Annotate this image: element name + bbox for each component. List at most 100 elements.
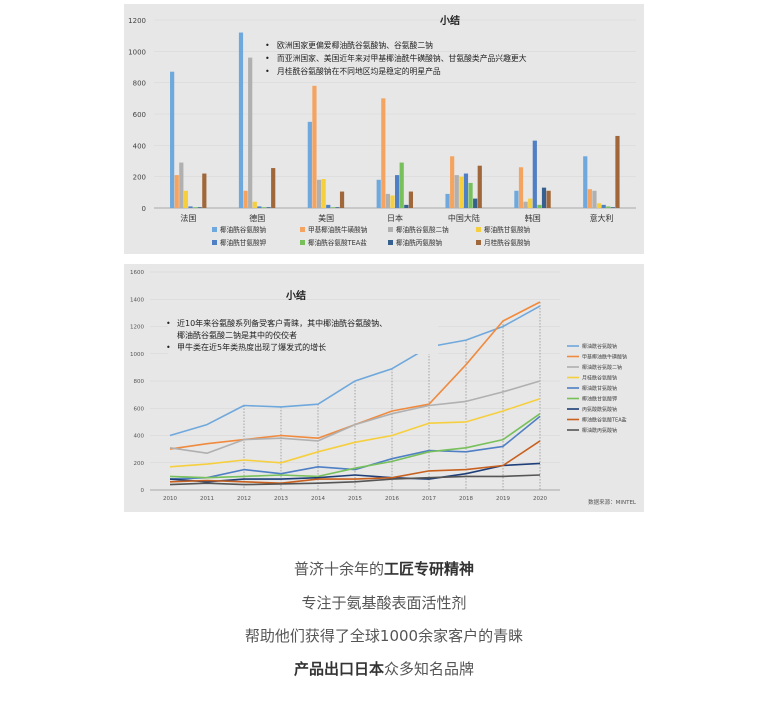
x-tick-label: 2016 [385, 496, 399, 502]
legend-swatch [388, 240, 393, 245]
x-tick-label: 2013 [274, 496, 288, 502]
legend-swatch [388, 227, 393, 232]
bar-3-4 [385, 193, 390, 208]
note-bullet: • [166, 319, 171, 328]
y-tick-label: 200 [134, 461, 145, 467]
legend-swatch [212, 240, 217, 245]
bar-3-3 [316, 179, 322, 208]
bar-4-3 [321, 179, 326, 208]
bar-3-7 [592, 190, 597, 208]
bar-8-1 [202, 173, 207, 208]
bar-8-7 [615, 135, 620, 208]
series-line-5 [169, 415, 541, 480]
x-tick-label: 2020 [533, 496, 547, 502]
x-tick-label: 韩国 [525, 213, 541, 223]
bar-2-2 [243, 190, 248, 208]
bar-1-6 [514, 190, 519, 208]
bar-4-7 [596, 203, 602, 208]
legend-label: 椰油酰谷氨酸钠 [582, 343, 617, 350]
bar-7-7 [610, 207, 615, 208]
line-chart-panel: 0 200 400 600 800 1000 1200 1400 1600 2010 2011 201… [124, 264, 644, 512]
caption-line-3: 帮助他们获得了全球1000余家客户的青睐 [244, 627, 524, 645]
note-text: 月桂酰谷氨酸钠在不同地区均是稳定的明星产品 [277, 66, 441, 76]
note-bullet: • [265, 41, 270, 50]
y-tick-label: 800 [133, 80, 146, 88]
bar-2-1 [174, 175, 179, 208]
series-line-8 [169, 440, 541, 484]
bar-1-5 [445, 193, 450, 208]
line-chart: 0 200 400 600 800 1000 1200 1400 1600 2010 2011 201… [130, 270, 637, 506]
legend-swatch [476, 227, 481, 232]
bar-8-6 [546, 190, 551, 208]
legend-label: 椰油酰甘氨酸钠 [484, 225, 531, 234]
caption-line-1: 普济十余年的工匠专研精神 [0, 558, 768, 580]
series-line-1 [169, 305, 541, 437]
y-tick-label: 1200 [130, 325, 144, 331]
bar-chart: 0 200 400 600 800 1000 1200 法国 德国 美国 日本 中国大陆 韩国 意大利 小结… [128, 14, 636, 247]
y-tick-label: 1000 [128, 48, 146, 56]
bar-8-3 [339, 191, 345, 208]
bar-5-3 [326, 204, 331, 208]
caption-line-4-bold: 产品出口日本 [293, 660, 384, 678]
series-line-9 [169, 474, 541, 486]
caption-line-1-text: 普济十余年的 [293, 560, 384, 578]
legend-label: 甲基椰油酰牛磺酸钠 [308, 225, 368, 234]
x-tick-label: 德国 [249, 213, 265, 223]
bar-6-6 [537, 204, 542, 208]
bar-7-5 [473, 198, 478, 208]
note-text: 椰油酰谷氨酸二钠是其中的佼佼者 [177, 330, 297, 340]
x-tick-label: 日本 [387, 213, 403, 223]
y-tick-label: 400 [133, 142, 146, 150]
bar-7-1 [197, 207, 202, 208]
x-tick-label: 意大利 [590, 213, 614, 223]
x-tick-label: 法国 [180, 213, 196, 223]
bar-8-2 [271, 168, 276, 208]
source-note: 数据来源：MINTEL [588, 498, 637, 506]
bar-5-2 [257, 206, 262, 208]
bar-6-7 [606, 206, 611, 208]
bar-5-1 [188, 206, 193, 208]
x-tick-label: 2015 [348, 496, 362, 502]
caption-line-2: 专注于氨基酸表面活性剂 [301, 594, 467, 612]
bar-chart-panel: 0 200 400 600 800 1000 1200 法国 德国 美国 日本 中国大陆 韩国 意大利 小结… [124, 4, 644, 254]
y-tick-label: 1600 [130, 270, 144, 276]
legend-label: 椰油酰丙氨酸钠 [396, 238, 443, 247]
bar-1-3 [307, 121, 312, 208]
legend-label: 月桂酰谷氨酸钠 [484, 238, 531, 247]
bar-7-3 [335, 207, 340, 208]
bar-1-7 [583, 156, 588, 208]
series-line-7 [169, 462, 541, 483]
bar-3-1 [179, 162, 184, 208]
legend-swatch [300, 227, 305, 232]
legend-label: 椰油酰谷氨酸钠 [220, 225, 267, 234]
x-tick-label: 2010 [163, 496, 177, 502]
bar-4-4 [390, 195, 395, 208]
bar-1-1 [170, 71, 175, 208]
bar-5-5 [463, 173, 469, 208]
y-tick-label: 1200 [128, 17, 146, 25]
bar-5-4 [395, 175, 400, 208]
y-tick-label: 200 [133, 174, 146, 182]
y-tick-label: 400 [134, 434, 145, 440]
x-tick-label: 2019 [496, 496, 510, 502]
legend-label: 月桂酰谷氨酸钠 [582, 375, 617, 382]
caption-line-1-bold: 工匠专研精神 [384, 560, 475, 578]
series-line-4 [169, 397, 541, 468]
series-line-6 [169, 413, 541, 479]
y-tick-label: 1400 [130, 297, 144, 303]
bar-7-6 [541, 187, 547, 208]
notes-backdrop [168, 314, 438, 354]
bar-7-2 [266, 207, 271, 208]
bar-8-5 [477, 165, 482, 208]
y-tick-label: 1000 [130, 352, 144, 358]
legend-label: 椰油酰谷氨酸TEA盐 [582, 417, 627, 424]
caption-line-4-text: 众多知名品牌 [384, 660, 475, 678]
x-tick-label: 美国 [318, 213, 334, 223]
legend-label: 丙氨酸酰氨酸钠 [582, 406, 617, 413]
note-bullet: • [166, 343, 171, 352]
legend-label: 甲基椰油酰牛磺酸钠 [582, 354, 627, 361]
bar-4-5 [459, 176, 464, 208]
legend-label: 椰油酰丙氨酸钠 [582, 427, 617, 434]
y-tick-label: 800 [134, 379, 145, 385]
bar-4-6 [528, 198, 533, 208]
